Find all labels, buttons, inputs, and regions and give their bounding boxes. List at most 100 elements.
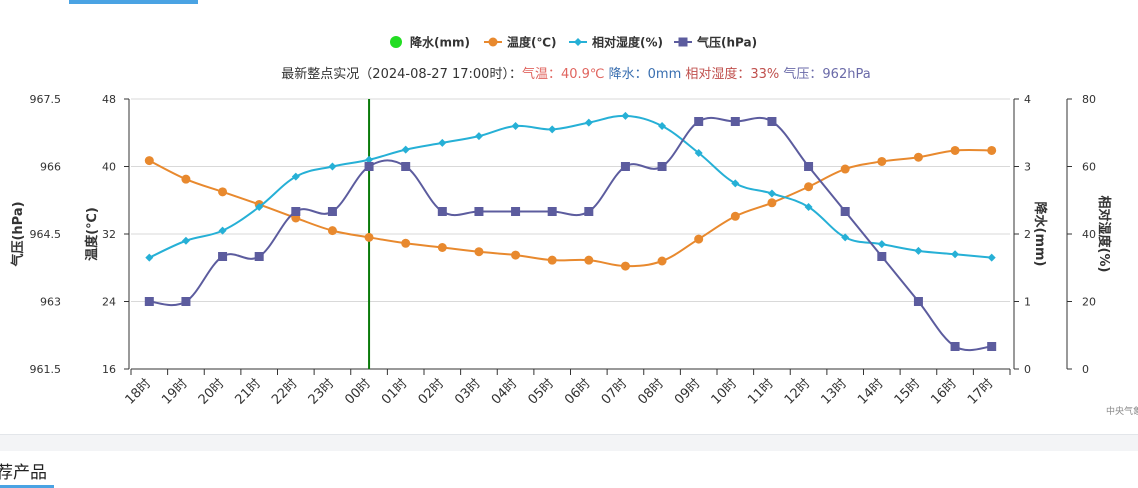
section-title-underline [0, 485, 54, 488]
pressure-axis-title: 气压(hPa) [10, 201, 26, 266]
humidity-point [291, 172, 300, 181]
humidity-point [438, 138, 447, 147]
humidity-tick-label: 0 [1082, 363, 1089, 376]
summary-humidity: 相对湿度：33% [685, 66, 783, 82]
top-tab-indicator [69, 0, 198, 4]
precip-legend-label: 降水(mm) [410, 35, 470, 50]
precip-tick-label: 3 [1024, 161, 1031, 174]
humidity-point [511, 122, 520, 130]
pressure-point [547, 207, 557, 216]
summary-prefix: 最新整点实况（2024-08-27 17:00时）： [281, 66, 522, 82]
humidity-point [365, 155, 374, 164]
humidity-tick-label: 40 [1082, 228, 1096, 241]
precip-tick-label: 4 [1024, 93, 1031, 106]
pressure-point [437, 207, 447, 216]
temperature-point [840, 164, 850, 174]
pressure-point [694, 117, 704, 126]
source-credit: 中央气象 [1106, 405, 1138, 417]
temperature-point [511, 250, 521, 260]
temperature-point [364, 232, 374, 242]
humidity-legend-item: 相对湿度(%) [569, 35, 663, 50]
humidity-legend-swatch [574, 38, 582, 46]
pressure-point [767, 117, 777, 126]
humidity-point [328, 162, 337, 171]
pressure-tick-label: 961.5 [30, 363, 62, 376]
x-tick-label: 02时 [416, 376, 447, 407]
pressure-point [657, 162, 667, 171]
x-tick-label: 05时 [526, 376, 557, 407]
pressure-point [218, 252, 228, 261]
temperature-point [144, 156, 154, 166]
temperature-point [804, 182, 814, 192]
precip-tick-label: 1 [1024, 296, 1031, 309]
humidity-point [218, 226, 227, 235]
temperature-point [913, 152, 923, 162]
latest-observation-summary: 最新整点实况（2024-08-27 17:00时）：气温：40.9℃ 降水：0m… [281, 66, 870, 82]
temperature-point [584, 255, 594, 265]
temperature-legend-label: 温度(℃) [507, 35, 557, 50]
precip-tick-label: 0 [1024, 363, 1031, 376]
x-tick-label: 12时 [782, 376, 813, 407]
pressure-point [730, 117, 740, 126]
section-title: 荐产品 [0, 463, 47, 483]
humidity-tick-label: 60 [1082, 161, 1096, 174]
humidity-point [181, 236, 190, 245]
pressure-point [364, 162, 374, 171]
pressure-point [804, 162, 814, 171]
pressure-tick-label: 963 [40, 296, 61, 309]
temperature-point [401, 238, 411, 248]
x-tick-label: 21时 [233, 376, 264, 407]
summary-pressure: 气压：962hPa [783, 66, 870, 82]
pressure-point [144, 297, 154, 306]
temperature-point [620, 261, 630, 271]
precip-tick-label: 2 [1024, 228, 1031, 241]
x-tick-label: 11时 [745, 376, 776, 407]
temperature-line [148, 148, 992, 268]
pressure-point [511, 207, 521, 216]
x-tick-label: 00时 [342, 376, 373, 407]
x-tick-label: 14时 [855, 376, 886, 407]
pressure-tick-label: 964.5 [30, 228, 62, 241]
temperature-point [327, 226, 337, 236]
humidity-point [401, 145, 410, 154]
temperature-point [987, 145, 997, 155]
humidity-point [584, 118, 593, 127]
humidity-tick-label: 20 [1082, 296, 1096, 309]
humidity-tick-label: 80 [1082, 93, 1096, 106]
humidity-point [914, 246, 923, 255]
x-tick-label: 17时 [965, 376, 996, 407]
temperature-tick-label: 40 [102, 161, 116, 174]
pressure-legend-swatch [678, 37, 688, 47]
temperature-legend-item: 温度(℃) [484, 35, 557, 50]
pressure-point [840, 207, 850, 216]
pressure-point [254, 252, 264, 261]
x-tick-label: 01时 [379, 376, 410, 407]
humidity-line [148, 114, 992, 259]
pressure-point [584, 207, 594, 216]
humidity-point [987, 253, 996, 262]
temperature-point [181, 174, 191, 184]
x-tick-label: 16时 [928, 376, 959, 407]
humidity-legend-label: 相对湿度(%) [592, 35, 663, 50]
weather-chart: 967.5966964.5963961.54840322416432108060… [10, 35, 1138, 418]
precip-axis-title: 降水(mm) [1032, 202, 1048, 267]
temperature-point [767, 198, 777, 208]
temperature-legend-swatch [488, 37, 498, 47]
humidity-series [145, 111, 996, 262]
pressure-point [474, 207, 484, 216]
humidity-point [841, 233, 850, 242]
humidity-point [658, 122, 667, 130]
x-tick-label: 13时 [819, 376, 850, 407]
humidity-point [548, 125, 557, 134]
humidity-axis-title: 相对湿度(%) [1096, 196, 1112, 273]
pressure-tick-label: 967.5 [30, 93, 62, 106]
temperature-series [144, 145, 997, 271]
precip-legend-swatch [390, 36, 402, 48]
temperature-point [694, 234, 704, 244]
x-tick-label: 03时 [452, 376, 483, 407]
temperature-point [474, 247, 484, 257]
temperature-point [730, 211, 740, 221]
temperature-point [950, 145, 960, 155]
pressure-point [987, 342, 997, 351]
precip-legend-item: 降水(mm) [390, 35, 470, 50]
